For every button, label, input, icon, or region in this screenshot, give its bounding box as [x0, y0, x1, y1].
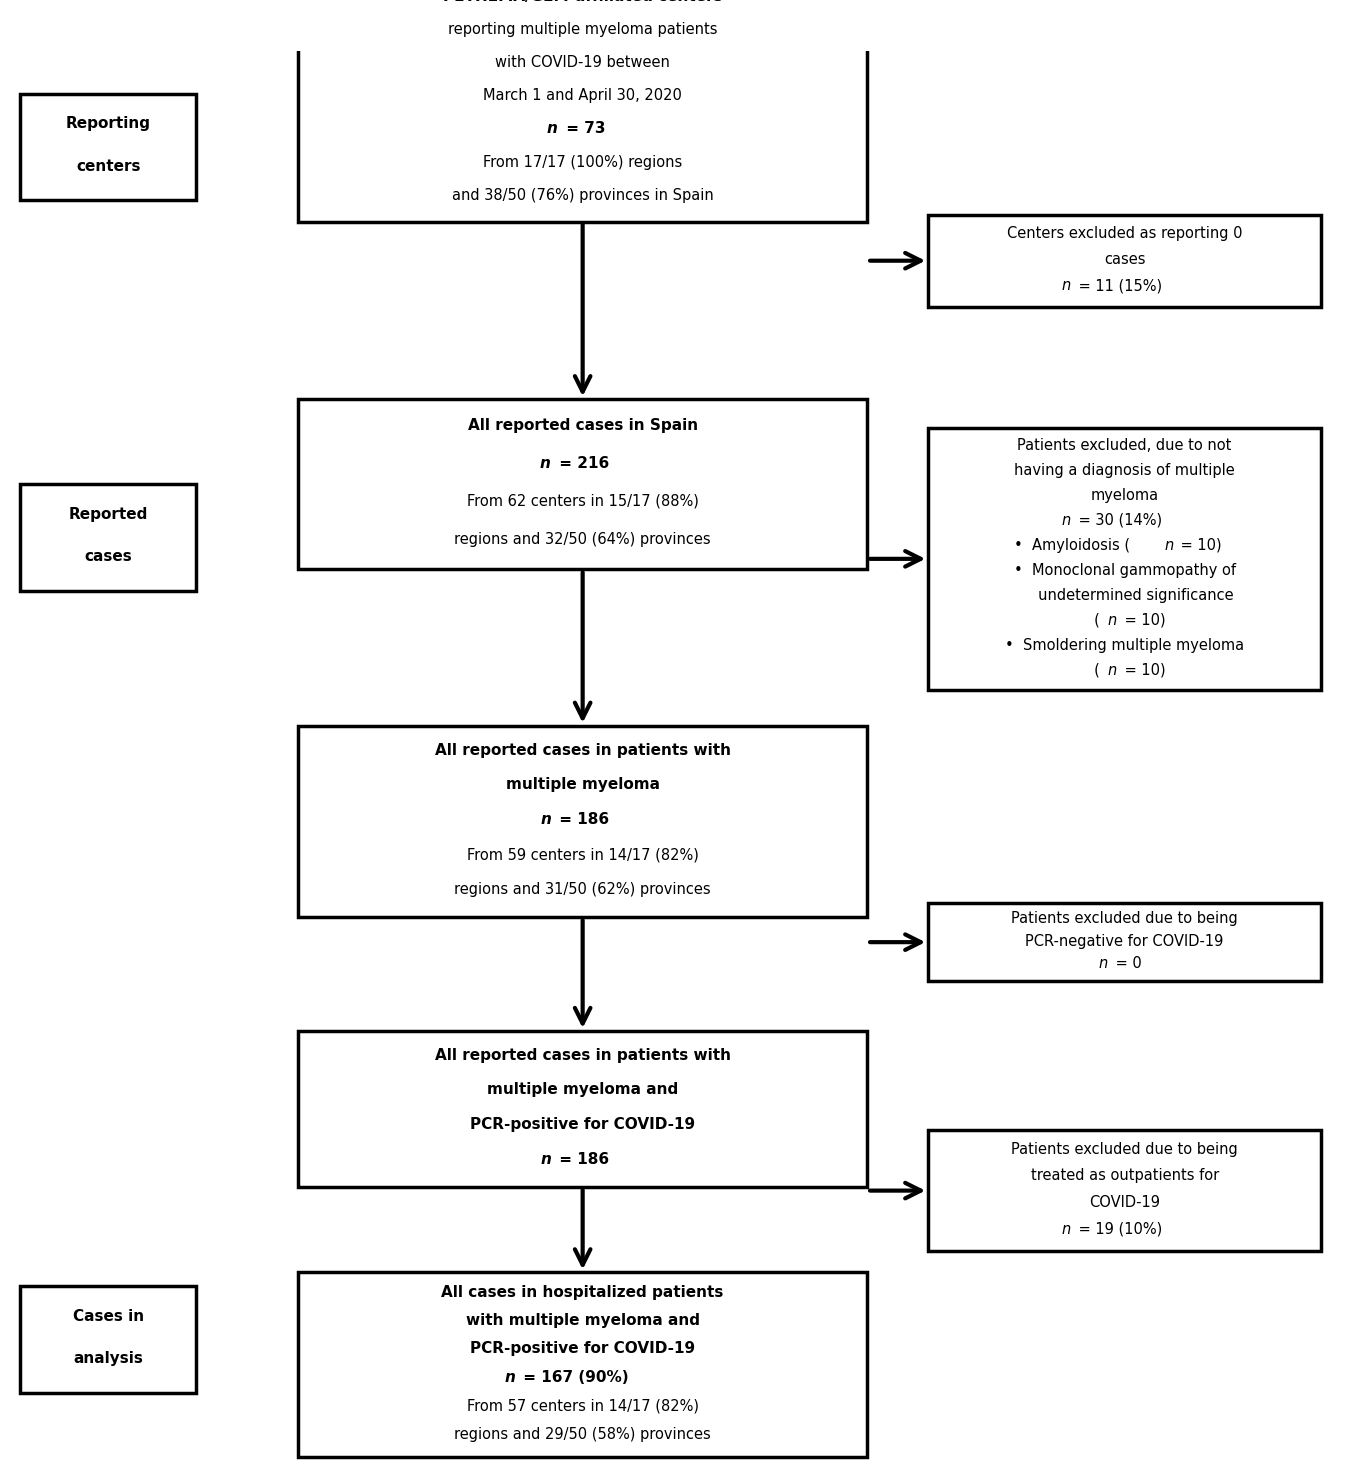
Text: n: n [1062, 512, 1070, 528]
Text: myeloma: myeloma [1091, 487, 1159, 503]
Text: n: n [1108, 612, 1117, 628]
FancyBboxPatch shape [928, 428, 1321, 690]
Text: = 186: = 186 [554, 1152, 610, 1167]
Text: n: n [1108, 662, 1117, 678]
FancyBboxPatch shape [298, 1272, 867, 1456]
Text: All reported cases in Spain: All reported cases in Spain [467, 418, 698, 432]
FancyBboxPatch shape [298, 1031, 867, 1187]
Text: •  Monoclonal gammopathy of: • Monoclonal gammopathy of [1014, 562, 1236, 578]
Text: = 10): = 10) [1176, 537, 1222, 553]
Text: Reporting: Reporting [66, 116, 150, 131]
Text: n: n [1062, 1222, 1070, 1237]
Text: Patients excluded, due to not: Patients excluded, due to not [1018, 437, 1232, 453]
Text: PCR-positive for COVID-19: PCR-positive for COVID-19 [470, 1116, 695, 1133]
Text: cases: cases [1104, 252, 1145, 266]
Text: Centers excluded as reporting 0: Centers excluded as reporting 0 [1007, 225, 1243, 241]
FancyBboxPatch shape [298, 399, 867, 569]
Text: Patients excluded due to being: Patients excluded due to being [1011, 1141, 1238, 1156]
Text: Cases in: Cases in [73, 1309, 144, 1324]
Text: = 30 (14%): = 30 (14%) [1073, 512, 1161, 528]
Text: regions and 31/50 (62%) provinces: regions and 31/50 (62%) provinces [454, 883, 711, 897]
Text: Patients excluded due to being: Patients excluded due to being [1011, 911, 1238, 927]
Text: regions and 29/50 (58%) provinces: regions and 29/50 (58%) provinces [454, 1427, 711, 1442]
Text: (: ( [1070, 612, 1099, 628]
Text: From 59 centers in 14/17 (82%): From 59 centers in 14/17 (82%) [466, 847, 699, 862]
Text: n: n [504, 1370, 515, 1384]
Text: = 19 (10%): = 19 (10%) [1073, 1222, 1163, 1237]
Text: having a diagnosis of multiple: having a diagnosis of multiple [1015, 462, 1234, 478]
Text: multiple myeloma and: multiple myeloma and [486, 1083, 679, 1097]
FancyBboxPatch shape [928, 215, 1321, 307]
Text: regions and 32/50 (64%) provinces: regions and 32/50 (64%) provinces [454, 531, 711, 547]
Text: COVID-19: COVID-19 [1089, 1194, 1160, 1211]
Text: •  Amyloidosis (: • Amyloidosis ( [1015, 537, 1130, 553]
Text: All reported cases in patients with: All reported cases in patients with [435, 1047, 730, 1062]
Text: = 216: = 216 [554, 456, 610, 471]
Text: From 57 centers in 14/17 (82%): From 57 centers in 14/17 (82%) [466, 1399, 699, 1414]
Text: (: ( [1070, 662, 1099, 678]
FancyBboxPatch shape [20, 94, 196, 200]
Text: n: n [1099, 956, 1108, 971]
Text: March 1 and April 30, 2020: March 1 and April 30, 2020 [484, 88, 682, 103]
Text: = 186: = 186 [554, 812, 610, 827]
FancyBboxPatch shape [928, 1130, 1321, 1250]
Text: PETHEMA/GEM-affiliated centers: PETHEMA/GEM-affiliated centers [443, 0, 722, 4]
FancyBboxPatch shape [20, 1287, 196, 1393]
Text: n: n [1164, 537, 1173, 553]
Text: cases: cases [84, 549, 133, 565]
Text: n: n [547, 122, 558, 137]
Text: = 10): = 10) [1119, 612, 1165, 628]
Text: Reported: Reported [69, 506, 148, 522]
Text: PCR-negative for COVID-19: PCR-negative for COVID-19 [1026, 934, 1224, 949]
Text: reporting multiple myeloma patients: reporting multiple myeloma patients [449, 22, 717, 37]
Text: n: n [541, 456, 551, 471]
Text: From 17/17 (100%) regions: From 17/17 (100%) regions [482, 154, 683, 169]
FancyBboxPatch shape [298, 725, 867, 918]
FancyBboxPatch shape [298, 0, 867, 222]
Text: undetermined significance: undetermined significance [1015, 587, 1234, 603]
FancyBboxPatch shape [928, 903, 1321, 981]
Text: All reported cases in patients with: All reported cases in patients with [435, 743, 730, 758]
Text: n: n [541, 1152, 551, 1167]
Text: From 62 centers in 15/17 (88%): From 62 centers in 15/17 (88%) [466, 494, 699, 509]
Text: = 167 (90%): = 167 (90%) [519, 1370, 629, 1384]
Text: All cases in hospitalized patients: All cases in hospitalized patients [442, 1284, 724, 1299]
Text: = 73: = 73 [561, 122, 606, 137]
Text: with multiple myeloma and: with multiple myeloma and [466, 1314, 699, 1328]
Text: and 38/50 (76%) provinces in Spain: and 38/50 (76%) provinces in Spain [451, 188, 714, 203]
Text: n: n [1062, 278, 1070, 293]
Text: = 11 (15%): = 11 (15%) [1073, 278, 1161, 293]
Text: treated as outpatients for: treated as outpatients for [1031, 1168, 1218, 1183]
Text: = 10): = 10) [1119, 662, 1165, 678]
Text: centers: centers [76, 159, 141, 174]
Text: multiple myeloma: multiple myeloma [505, 777, 660, 793]
FancyBboxPatch shape [20, 484, 196, 591]
Text: with COVID-19 between: with COVID-19 between [495, 54, 671, 71]
Text: n: n [541, 812, 551, 827]
Text: analysis: analysis [73, 1352, 144, 1367]
Text: •  Smoldering multiple myeloma: • Smoldering multiple myeloma [1005, 637, 1244, 653]
Text: = 0: = 0 [1111, 956, 1141, 971]
Text: PCR-positive for COVID-19: PCR-positive for COVID-19 [470, 1342, 695, 1356]
